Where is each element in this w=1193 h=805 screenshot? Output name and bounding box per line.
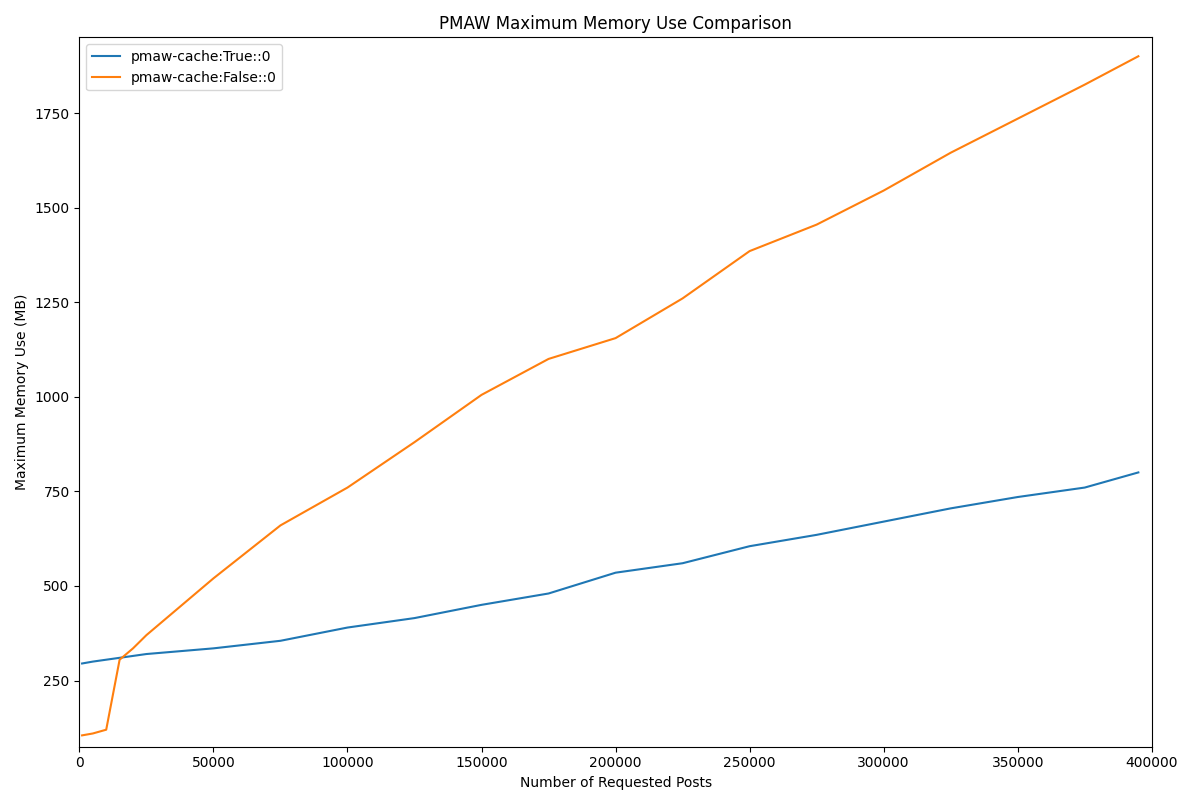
pmaw-cache:True::0	[75, 658, 89, 668]
pmaw-cache:True::0	[608, 568, 623, 577]
pmaw-cache:True::0	[1077, 483, 1092, 493]
pmaw-cache:False::0	[75, 731, 89, 741]
pmaw-cache:True::0	[273, 636, 288, 646]
pmaw-cache:True::0	[112, 653, 126, 663]
Line: pmaw-cache:False::0: pmaw-cache:False::0	[82, 56, 1138, 736]
pmaw-cache:True::0	[140, 649, 154, 658]
pmaw-cache:False::0	[273, 521, 288, 530]
pmaw-cache:False::0	[877, 186, 891, 196]
pmaw-cache:False::0	[1131, 52, 1145, 61]
X-axis label: Number of Requested Posts: Number of Requested Posts	[519, 776, 712, 790]
pmaw-cache:False::0	[126, 643, 141, 653]
pmaw-cache:False::0	[944, 148, 958, 158]
pmaw-cache:True::0	[340, 623, 354, 633]
pmaw-cache:True::0	[944, 504, 958, 514]
pmaw-cache:False::0	[475, 390, 489, 400]
pmaw-cache:False::0	[675, 294, 690, 303]
pmaw-cache:False::0	[742, 246, 756, 256]
pmaw-cache:True::0	[542, 588, 556, 598]
pmaw-cache:False::0	[206, 573, 221, 583]
pmaw-cache:True::0	[877, 517, 891, 526]
pmaw-cache:True::0	[206, 643, 221, 653]
pmaw-cache:False::0	[112, 655, 126, 665]
pmaw-cache:False::0	[407, 437, 421, 447]
pmaw-cache:True::0	[1010, 492, 1025, 502]
pmaw-cache:True::0	[475, 600, 489, 609]
pmaw-cache:True::0	[407, 613, 421, 623]
pmaw-cache:True::0	[1131, 468, 1145, 477]
pmaw-cache:False::0	[1010, 114, 1025, 123]
pmaw-cache:False::0	[608, 333, 623, 343]
pmaw-cache:False::0	[1077, 80, 1092, 89]
pmaw-cache:True::0	[99, 655, 113, 665]
pmaw-cache:False::0	[99, 724, 113, 734]
Legend: pmaw-cache:True::0, pmaw-cache:False::0: pmaw-cache:True::0, pmaw-cache:False::0	[86, 44, 283, 90]
Title: PMAW Maximum Memory Use Comparison: PMAW Maximum Memory Use Comparison	[439, 15, 792, 33]
Y-axis label: Maximum Memory Use (MB): Maximum Memory Use (MB)	[16, 294, 29, 490]
pmaw-cache:False::0	[86, 729, 100, 738]
pmaw-cache:True::0	[810, 530, 824, 539]
pmaw-cache:False::0	[140, 630, 154, 640]
pmaw-cache:True::0	[126, 651, 141, 661]
pmaw-cache:False::0	[542, 354, 556, 364]
pmaw-cache:False::0	[810, 220, 824, 229]
pmaw-cache:True::0	[86, 657, 100, 667]
pmaw-cache:True::0	[742, 542, 756, 551]
Line: pmaw-cache:True::0: pmaw-cache:True::0	[82, 473, 1138, 663]
pmaw-cache:False::0	[340, 483, 354, 493]
pmaw-cache:True::0	[675, 559, 690, 568]
